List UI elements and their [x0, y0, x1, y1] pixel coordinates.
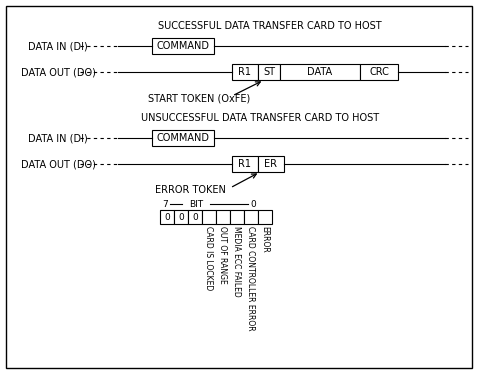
Text: DATA OUT (DO): DATA OUT (DO)	[21, 67, 96, 77]
Text: MEDIA ECC FAILED: MEDIA ECC FAILED	[232, 226, 241, 297]
FancyBboxPatch shape	[160, 210, 174, 224]
Text: DATA: DATA	[307, 67, 333, 77]
Text: ERROR: ERROR	[261, 226, 270, 253]
Text: SUCCESSFUL DATA TRANSFER CARD TO HOST: SUCCESSFUL DATA TRANSFER CARD TO HOST	[158, 21, 382, 31]
Text: 0: 0	[164, 212, 170, 221]
FancyBboxPatch shape	[244, 210, 258, 224]
FancyBboxPatch shape	[230, 210, 244, 224]
Text: DATA OUT (DO): DATA OUT (DO)	[21, 159, 96, 169]
Text: 0: 0	[250, 199, 256, 208]
FancyBboxPatch shape	[6, 6, 472, 368]
FancyBboxPatch shape	[258, 210, 272, 224]
FancyBboxPatch shape	[280, 64, 360, 80]
FancyBboxPatch shape	[360, 64, 398, 80]
Text: START TOKEN (OxFE): START TOKEN (OxFE)	[148, 93, 250, 103]
Text: DATA IN (DI): DATA IN (DI)	[28, 133, 88, 143]
Text: ST: ST	[263, 67, 275, 77]
Text: UNSUCCESSFUL DATA TRANSFER CARD TO HOST: UNSUCCESSFUL DATA TRANSFER CARD TO HOST	[141, 113, 379, 123]
Text: 0: 0	[192, 212, 198, 221]
Text: CRC: CRC	[369, 67, 389, 77]
FancyBboxPatch shape	[232, 156, 258, 172]
Text: R1: R1	[239, 67, 251, 77]
Text: 7: 7	[162, 199, 168, 208]
FancyBboxPatch shape	[152, 130, 214, 146]
Text: ERROR TOKEN: ERROR TOKEN	[155, 185, 226, 195]
Text: 0: 0	[178, 212, 184, 221]
Text: R1: R1	[239, 159, 251, 169]
Text: DATA IN (DI): DATA IN (DI)	[28, 41, 88, 51]
Text: COMMAND: COMMAND	[156, 133, 209, 143]
Text: CARD CONTROLLER ERROR: CARD CONTROLLER ERROR	[247, 226, 256, 331]
FancyBboxPatch shape	[202, 210, 216, 224]
Text: COMMAND: COMMAND	[156, 41, 209, 51]
FancyBboxPatch shape	[258, 156, 284, 172]
Text: ER: ER	[264, 159, 278, 169]
Text: BIT: BIT	[189, 199, 203, 208]
FancyBboxPatch shape	[258, 64, 280, 80]
FancyBboxPatch shape	[174, 210, 188, 224]
Text: CARD IS LOCKED: CARD IS LOCKED	[205, 226, 214, 290]
FancyBboxPatch shape	[188, 210, 202, 224]
FancyBboxPatch shape	[232, 64, 258, 80]
FancyBboxPatch shape	[152, 38, 214, 54]
Text: OUT OF RANGE: OUT OF RANGE	[218, 226, 228, 284]
FancyBboxPatch shape	[216, 210, 230, 224]
